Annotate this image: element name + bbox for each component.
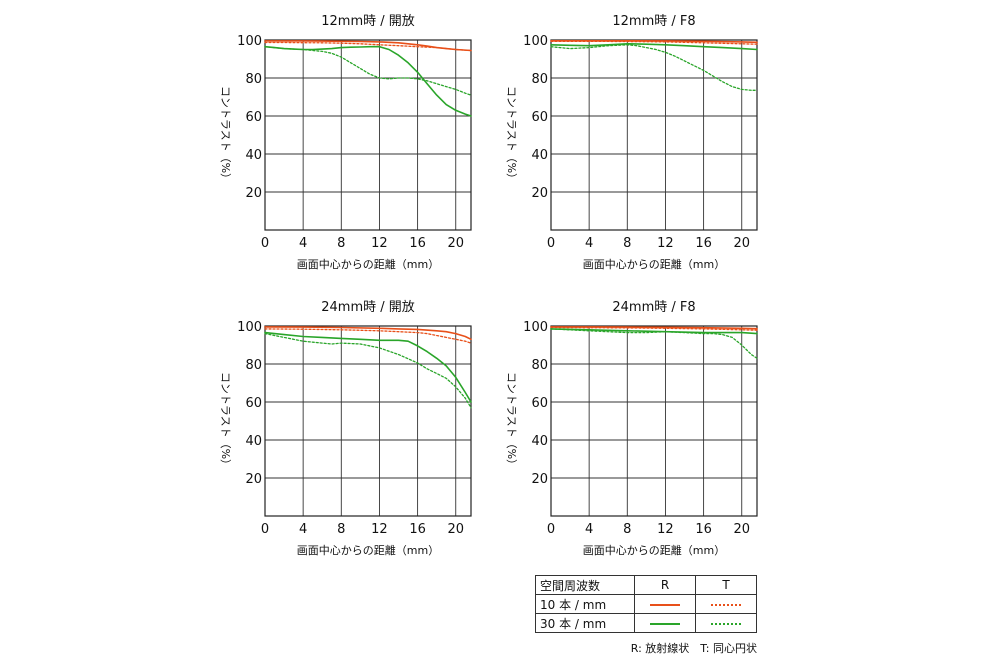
- y-tick-label: 40: [245, 148, 262, 163]
- y-tick-label: 80: [245, 72, 262, 87]
- series-line-30-t: [550, 328, 758, 359]
- x-axis-label: 画面中心からの距離（mm）: [297, 257, 439, 271]
- x-tick-label: 0: [261, 522, 269, 537]
- y-tick-label: 60: [245, 396, 262, 411]
- chart-title: 12mm時 / 開放: [321, 14, 415, 29]
- x-tick-label: 12: [371, 236, 388, 251]
- y-tick-label: 20: [531, 472, 548, 487]
- plot-frame: [550, 325, 758, 517]
- legend-row-10: 10 本 / mm: [535, 594, 635, 614]
- series-line-10-r: [264, 326, 472, 341]
- x-tick-label: 16: [409, 522, 426, 537]
- y-tick-label: 100: [523, 320, 548, 335]
- x-tick-label: 8: [337, 236, 345, 251]
- x-tick-label: 8: [623, 236, 631, 251]
- series-line-30-t: [264, 332, 472, 409]
- legend-swatch-10-r: [634, 594, 696, 614]
- y-tick-label: 100: [237, 34, 262, 49]
- y-tick-label: 20: [245, 472, 262, 487]
- x-tick-label: 4: [299, 522, 307, 537]
- y-tick-label: 20: [531, 186, 548, 201]
- x-axis-label: 画面中心からの距離（mm）: [583, 543, 725, 557]
- plot-frame: [264, 39, 472, 231]
- y-axis-label: コントラスト（%）: [219, 86, 232, 184]
- x-tick-label: 20: [447, 236, 464, 251]
- plot-frame: [550, 39, 758, 231]
- legend-swatch-30-t: [695, 613, 757, 633]
- plot-frame: [264, 325, 472, 517]
- y-tick-label: 100: [237, 320, 262, 335]
- x-tick-label: 0: [261, 236, 269, 251]
- y-tick-label: 40: [531, 148, 548, 163]
- legend-row-30: 30 本 / mm: [535, 613, 635, 633]
- chart-title: 12mm時 / F8: [612, 14, 695, 29]
- series-line-10-r: [550, 39, 758, 44]
- y-tick-label: 60: [531, 396, 548, 411]
- y-tick-label: 100: [523, 34, 548, 49]
- y-axis-label: コントラスト（%）: [505, 372, 518, 470]
- y-axis-label: コントラスト（%）: [219, 372, 232, 470]
- series-line-30-t: [264, 46, 472, 96]
- legend-swatch-10-t: [695, 594, 757, 614]
- x-tick-label: 20: [733, 522, 750, 537]
- series-line-10-t: [264, 41, 472, 52]
- x-tick-label: 20: [447, 522, 464, 537]
- legend-table: 空間周波数 R T 10 本 / mm 30 本 / mm: [535, 575, 757, 633]
- legend-col-t: T: [695, 575, 757, 595]
- x-tick-label: 16: [695, 236, 712, 251]
- x-axis-label: 画面中心からの距離（mm）: [583, 257, 725, 271]
- series-line-10-t: [550, 326, 758, 331]
- x-tick-label: 12: [657, 236, 674, 251]
- x-tick-label: 8: [623, 522, 631, 537]
- x-tick-label: 0: [547, 522, 555, 537]
- x-tick-label: 20: [733, 236, 750, 251]
- series-line-30-r: [550, 42, 758, 51]
- x-axis-label: 画面中心からの距離（mm）: [297, 543, 439, 557]
- series-line-30-r: [264, 45, 472, 117]
- legend-swatch-30-r: [634, 613, 696, 633]
- y-tick-label: 20: [245, 186, 262, 201]
- legend-col-r: R: [634, 575, 696, 595]
- y-axis-label: コントラスト（%）: [505, 86, 518, 184]
- x-tick-label: 4: [585, 236, 593, 251]
- y-tick-label: 60: [531, 110, 548, 125]
- x-tick-label: 4: [585, 522, 593, 537]
- series-line-30-r: [264, 331, 472, 403]
- x-tick-label: 16: [695, 522, 712, 537]
- footnote: R: 放射線状 T: 同心円状: [630, 642, 757, 655]
- series-line-30-t: [550, 44, 758, 91]
- series-line-10-t: [550, 40, 758, 45]
- x-tick-label: 0: [547, 236, 555, 251]
- y-tick-label: 60: [245, 110, 262, 125]
- legend-header: 空間周波数: [535, 575, 635, 595]
- x-tick-label: 12: [657, 522, 674, 537]
- chart-title: 24mm時 / F8: [612, 300, 695, 315]
- chart-title: 24mm時 / 開放: [321, 300, 415, 315]
- x-tick-label: 16: [409, 236, 426, 251]
- y-tick-label: 80: [245, 358, 262, 373]
- y-tick-label: 80: [531, 72, 548, 87]
- x-tick-label: 4: [299, 236, 307, 251]
- series-line-30-r: [550, 328, 758, 335]
- x-tick-label: 12: [371, 522, 388, 537]
- y-tick-label: 80: [531, 358, 548, 373]
- series-line-10-r: [550, 326, 758, 330]
- y-tick-label: 40: [531, 434, 548, 449]
- y-tick-label: 40: [245, 434, 262, 449]
- x-tick-label: 8: [337, 522, 345, 537]
- series-line-10-t: [264, 328, 472, 344]
